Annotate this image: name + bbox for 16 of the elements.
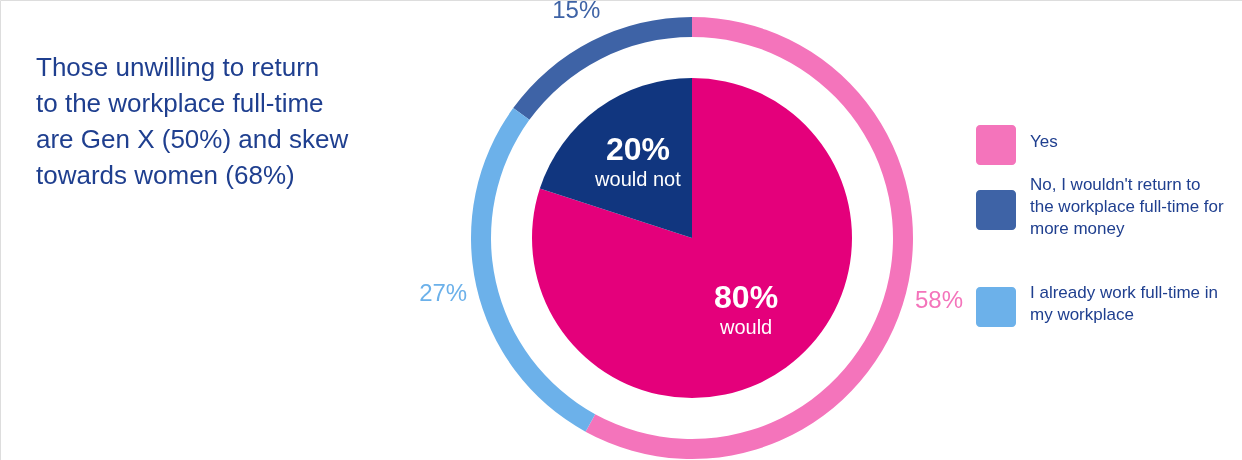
legend-label: I already work full-time in my workplace bbox=[1030, 283, 1219, 324]
data-label: 20% bbox=[605, 130, 670, 167]
donut-slice bbox=[585, 17, 913, 459]
pie-slice bbox=[539, 78, 692, 238]
slice-label: would not bbox=[594, 167, 682, 190]
donut-slice bbox=[513, 17, 692, 120]
data-label: 27% bbox=[419, 278, 468, 306]
donut-slice bbox=[471, 108, 596, 432]
legend-label: No, I wouldn't return to the workplace full-time for more money bbox=[1030, 175, 1225, 238]
pie-slice bbox=[532, 78, 852, 398]
slice-label: would bbox=[718, 316, 773, 339]
legend-label: Yes bbox=[1030, 132, 1058, 151]
data-label: 58% bbox=[914, 286, 964, 314]
text: Those unwilling to return to the workplace full-time are Gen X (50%) and skew towards women (68%) bbox=[36, 52, 349, 190]
data-label: 80% bbox=[714, 279, 779, 316]
data-label: 15% bbox=[552, 0, 601, 23]
